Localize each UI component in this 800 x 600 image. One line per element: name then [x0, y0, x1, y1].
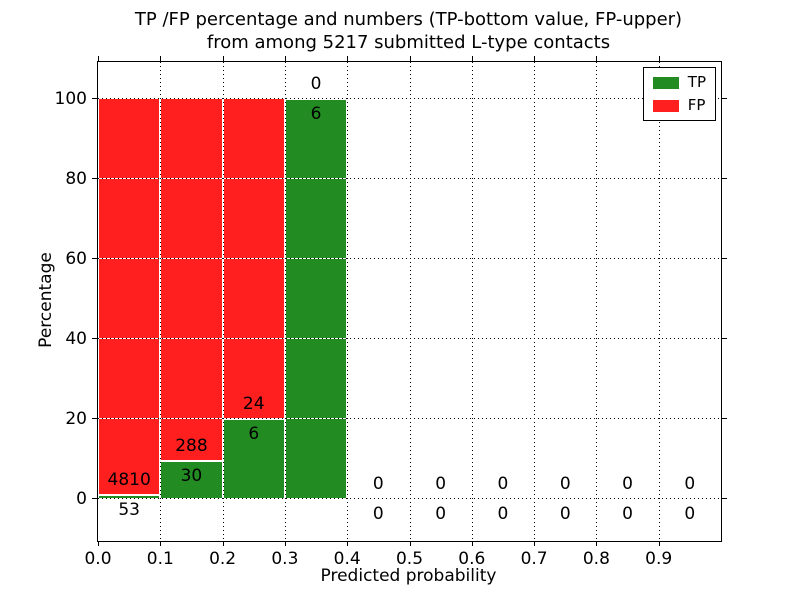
x-tick-bottom-0.2 [222, 541, 224, 546]
x-tick-label-0.2: 0.2 [209, 549, 237, 569]
x-gridline-0.2 [222, 62, 224, 541]
x-tick-label-0.6: 0.6 [458, 549, 486, 569]
y-tick-right-40 [722, 338, 727, 339]
y-tick-label-0: 0 [76, 489, 87, 509]
y-tick-label-80: 80 [65, 169, 87, 189]
fp-count-label-0.3-0.4: 0 [310, 74, 322, 94]
x-tick-top-0.4 [347, 56, 349, 61]
x-tick-label-0.5: 0.5 [395, 549, 424, 569]
tp-count-label-0.5-0.6: 0 [435, 504, 447, 524]
y-tick-right-60 [722, 258, 727, 259]
y-tick-left-40 [92, 338, 97, 339]
x-tick-label-0.3: 0.3 [271, 549, 299, 569]
x-tick-label-0.7: 0.7 [520, 549, 548, 569]
tp-count-label-0.7-0.8: 0 [559, 504, 571, 524]
legend: TP FP [642, 67, 716, 121]
y-tick-right-100 [722, 98, 727, 99]
bar-tp-0.2-0.3 [222, 419, 285, 499]
x-tick-top-0.8 [596, 56, 598, 61]
bar-tp-0.0-0.1 [98, 494, 161, 499]
x-tick-top-0.5 [409, 56, 411, 61]
fp-count-label-0.0-0.1: 4810 [107, 469, 151, 490]
legend-entry-tp: TP [652, 73, 706, 91]
fp-count-label-0.2-0.3: 24 [242, 394, 265, 414]
tp-count-label-0.8-0.9: 0 [622, 504, 633, 524]
legend-label-fp: FP [687, 96, 706, 114]
legend-label-tp: TP [687, 73, 706, 91]
x-tick-bottom-0.6 [471, 541, 473, 546]
x-tick-bottom-0.8 [596, 541, 598, 546]
fp-count-label-0.1-0.2: 288 [175, 436, 208, 457]
chart-title-line1: TP /FP percentage and numbers (TP-bottom… [134, 9, 683, 30]
y-tick-right-80 [722, 178, 727, 179]
fp-count-label-0.8-0.9: 0 [622, 474, 633, 494]
y-tick-label-40: 40 [65, 329, 87, 349]
fp-count-label-0.4-0.5: 0 [372, 474, 384, 494]
fp-count-label-0.6-0.7: 0 [497, 474, 509, 494]
x-gridline-0.5 [409, 62, 411, 541]
tp-count-label-0.6-0.7: 0 [497, 504, 509, 524]
tp-count-label-0.3-0.4: 6 [310, 104, 322, 124]
x-gridline-0.9 [658, 62, 660, 541]
x-tick-top-0.2 [222, 56, 224, 61]
x-tick-label-0.8: 0.8 [582, 549, 610, 569]
x-gridline-0.7 [534, 62, 536, 541]
y-tick-left-0 [92, 498, 97, 499]
bar-tp-0.3-0.4 [284, 99, 348, 499]
legend-swatch-fp-icon [652, 99, 679, 112]
x-gridline-0.8 [596, 62, 598, 541]
tp-count-label-0.4-0.5: 0 [372, 504, 384, 524]
x-tick-bottom-0.5 [409, 541, 411, 546]
bar-fp-0.2-0.3 [222, 99, 285, 419]
x-tick-top-0.3 [284, 56, 286, 61]
x-tick-label-0.0: 0.0 [84, 549, 112, 569]
x-tick-bottom-0.9 [658, 541, 660, 546]
tp-count-label-0.1-0.2: 30 [180, 466, 203, 487]
y-tick-label-100: 100 [54, 89, 87, 109]
x-gridline-0.1 [160, 62, 162, 541]
y-tick-left-60 [92, 258, 97, 259]
x-gridline-0.4 [347, 62, 349, 541]
y-tick-left-100 [92, 98, 97, 99]
bar-tp-0.1-0.2 [160, 461, 223, 499]
x-tick-bottom-0.7 [534, 541, 536, 546]
tp-count-label-0.2-0.3: 6 [248, 424, 260, 444]
x-tick-label-0.9: 0.9 [645, 549, 673, 569]
y-tick-right-20 [722, 418, 727, 419]
y-tick-left-80 [92, 178, 97, 179]
bar-fp-0.1-0.2 [160, 99, 223, 462]
y-axis-label: Percentage [36, 252, 56, 348]
x-tick-label-0.4: 0.4 [333, 549, 361, 569]
x-tick-bottom-0.1 [160, 541, 162, 546]
y-tick-label-20: 20 [65, 409, 87, 429]
x-tick-top-0.6 [471, 56, 473, 61]
fp-count-label-0.5-0.6: 0 [435, 474, 447, 494]
x-tick-bottom-0.3 [284, 541, 286, 546]
legend-entry-fp: FP [652, 96, 706, 114]
chart-title-line2: from among 5217 submitted L-type contact… [206, 32, 611, 53]
x-tick-label-0.1: 0.1 [146, 549, 174, 569]
bar-fp-0.0-0.1 [98, 99, 161, 495]
tp-count-label-0.0-0.1: 53 [118, 499, 140, 520]
x-tick-top-0.7 [534, 56, 536, 61]
x-gridline-0.3 [284, 62, 286, 541]
x-tick-top-0.1 [160, 56, 162, 61]
fp-count-label-0.9-1.0: 0 [684, 474, 696, 494]
x-tick-bottom-0.0 [98, 541, 99, 546]
y-tick-label-60: 60 [65, 249, 87, 269]
x-gridline-0.6 [471, 62, 473, 541]
tp-count-label-0.9-1.0: 0 [684, 504, 696, 524]
legend-swatch-tp-icon [652, 76, 679, 89]
x-tick-top-0.0 [98, 56, 99, 61]
plot-area: TP FP 0 20 40 60 80 100 0.0 0.1 0.2 0.3 0.4 0.5 0.6 0… [55, 56, 727, 569]
x-tick-top-0.9 [658, 56, 660, 61]
fp-count-label-0.7-0.8: 0 [559, 474, 571, 494]
y-tick-right-0 [722, 498, 727, 499]
y-tick-left-20 [92, 418, 97, 419]
x-tick-bottom-0.4 [347, 541, 349, 546]
x-axis-label: Predicted probability [320, 566, 497, 586]
